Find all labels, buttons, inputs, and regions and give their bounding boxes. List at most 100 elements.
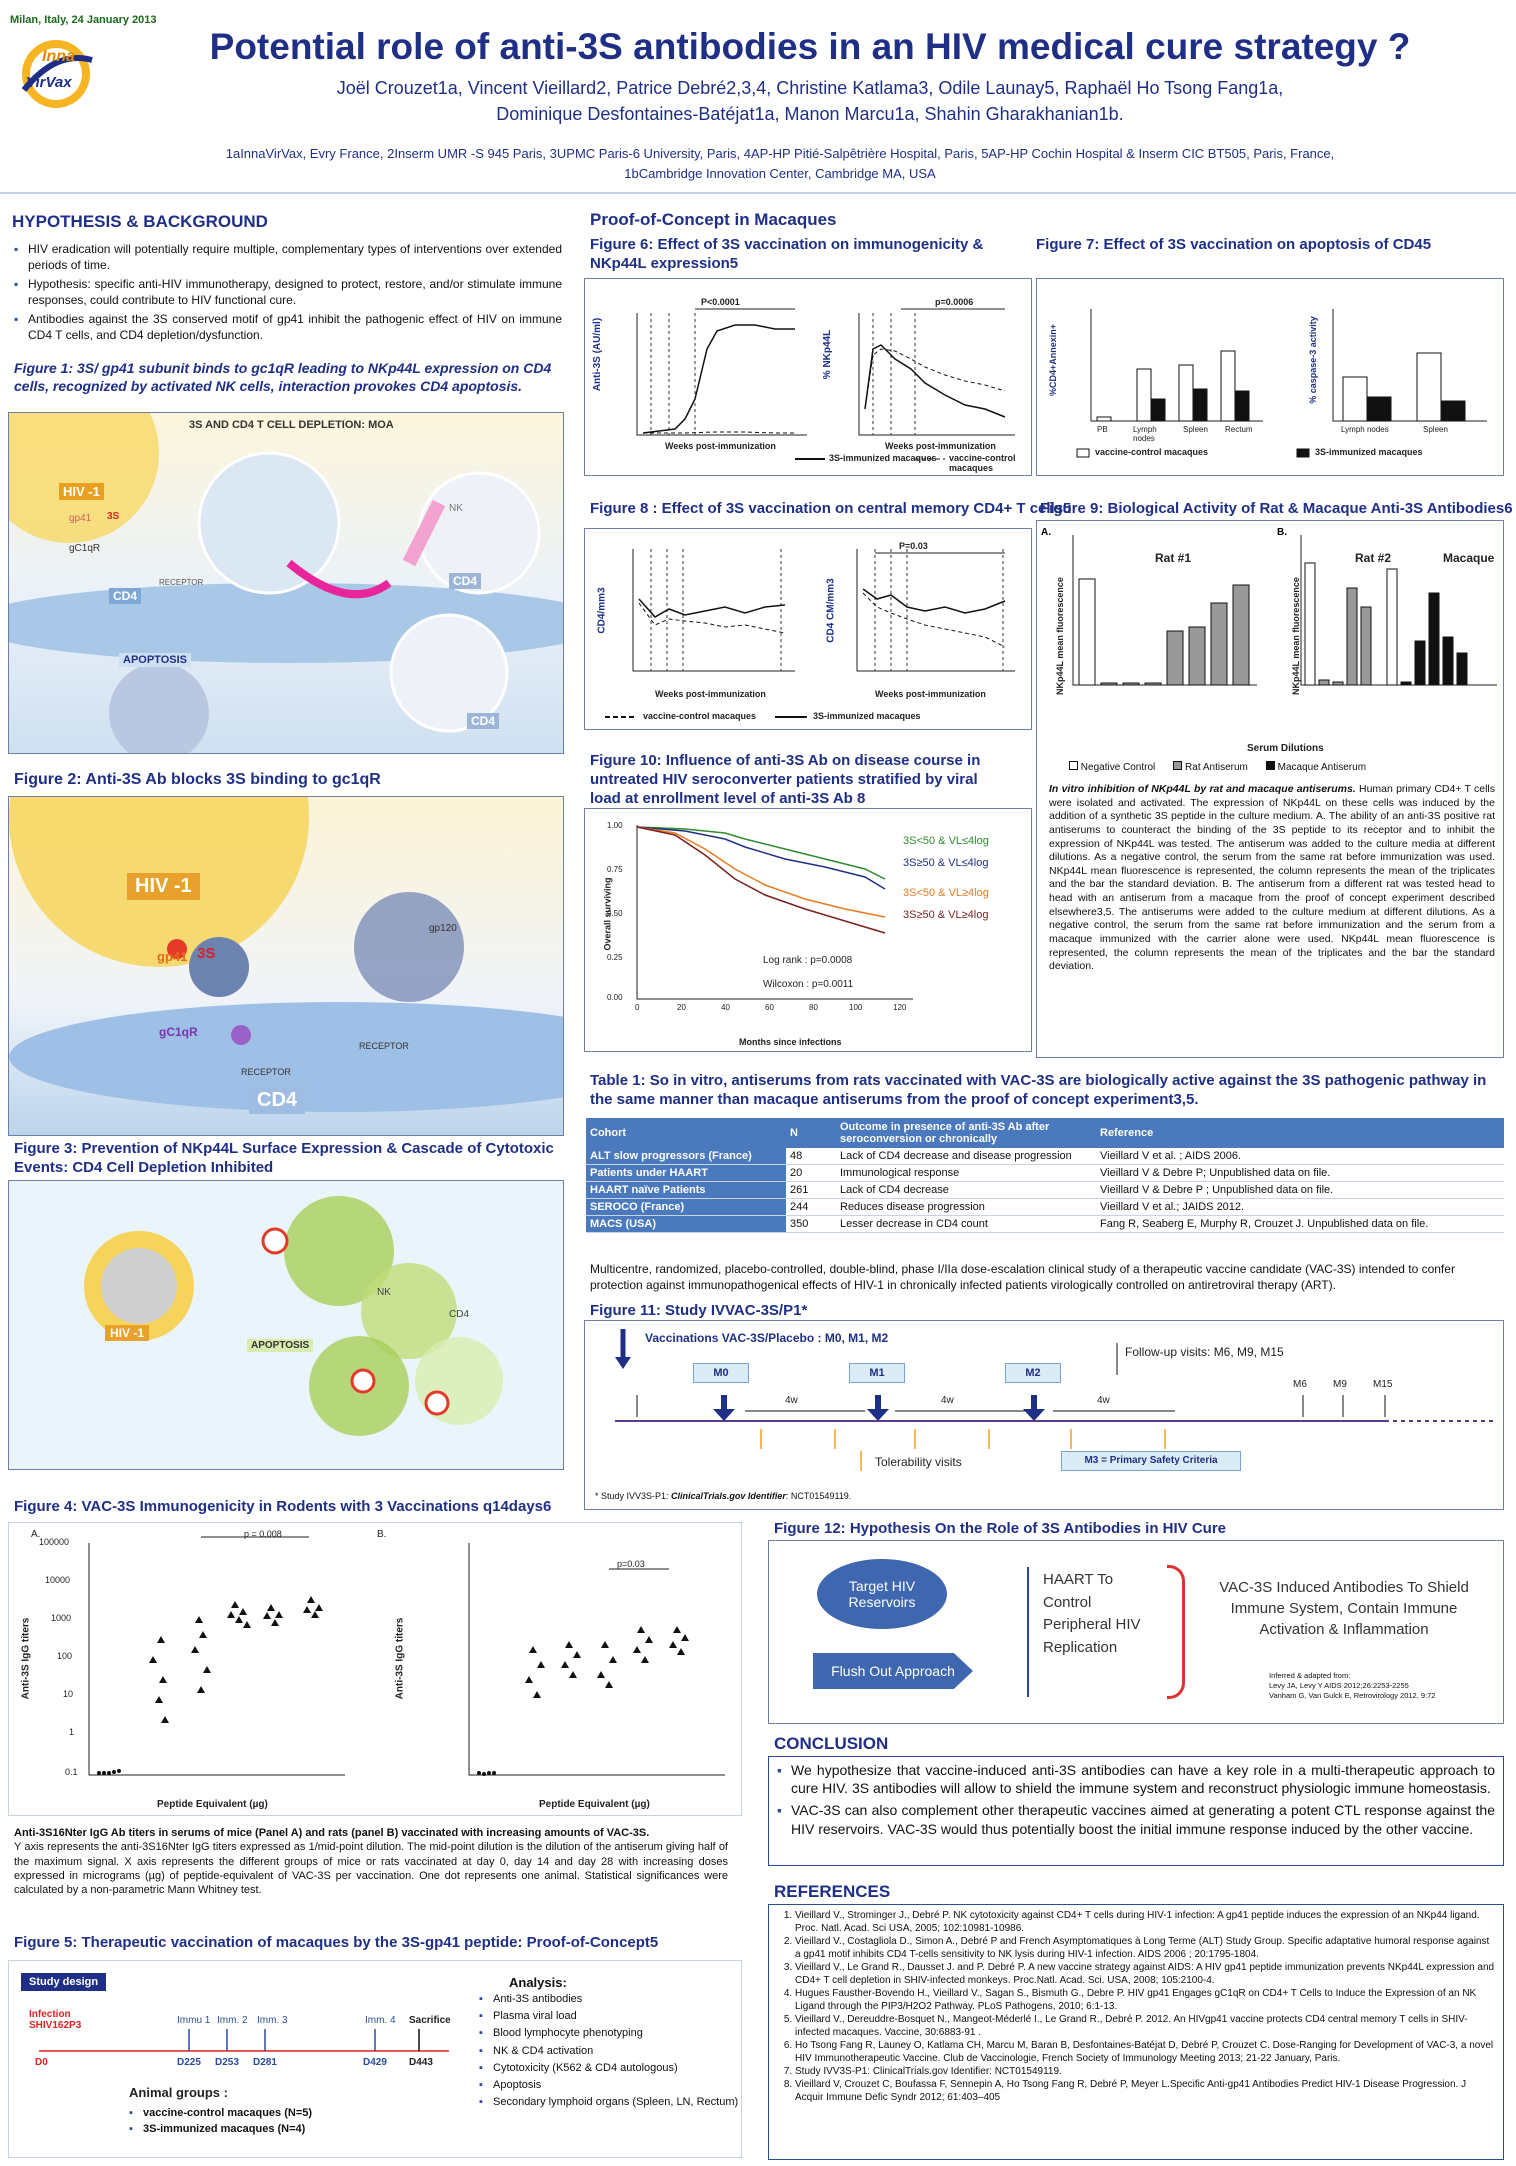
fig8-svg (605, 549, 1015, 718)
table-cell: Fang R, Seaberg E, Murphy R, Crouzet J. … (1096, 1215, 1504, 1233)
fig4-ytick: 1 (69, 1727, 75, 1737)
fig1-label-3s: 3S (107, 511, 120, 522)
fig11-note-b: ClinicalTrials.gov Identifier (671, 1491, 786, 1501)
fig2-label-gp41: gp41 (157, 949, 188, 964)
fig10-ytick: 0.50 (607, 909, 623, 918)
fig1-caption: Figure 1: 3S/ gp41 subunit binds to gc1q… (14, 360, 552, 394)
list-item: Vieillard V, Crouzet C, Boufassa F, Senn… (795, 2078, 1495, 2104)
fig4-legend-text: Y axis represents the anti-3S16Nter IgG … (14, 1841, 728, 1897)
fig4-ytick: 100000 (39, 1537, 70, 1547)
list-item: Vieillard V., Costagliola D., Simon A., … (795, 1935, 1495, 1961)
affiliations-line-1: 1aInnaVirVax, Evry France, 2Inserm UMR -… (225, 146, 1335, 161)
fig11-w: 4w (1097, 1395, 1110, 1406)
fig5-event: Sacrifice (409, 2015, 451, 2026)
fig11-note: * Study IVV3S-P1: ClinicalTrials.gov Ide… (595, 1491, 851, 1501)
fig7-cat: Rectum (1225, 425, 1253, 434)
fig11-m0: M0 (693, 1363, 749, 1383)
list-item: VAC-3S can also complement other therape… (777, 1801, 1495, 1837)
table-cell: Reduces disease progression (836, 1198, 1096, 1216)
fig11-w: 4w (941, 1395, 954, 1406)
header-divider (0, 192, 1516, 194)
table-cell: Patients under HAART (586, 1164, 786, 1182)
affiliations-line-2: 1bCambridge Innovation Center, Cambridge… (624, 166, 936, 181)
fig5-day: D225 (177, 2057, 201, 2068)
fig5-day: D253 (215, 2057, 239, 2068)
fig10-chart: Overall surviving Months since infection… (584, 808, 1032, 1052)
list-item: 3S-immunized macaques (N=4) (129, 2123, 312, 2135)
fig4-panel-b: B. (377, 1529, 387, 1540)
fig1-illustration (9, 413, 563, 753)
table1-caption: Table 1: So in vitro, antiserums from ra… (590, 1072, 1487, 1108)
list-item: We hypothesize that vaccine-induced anti… (777, 1761, 1495, 1797)
fig11-m3: M3 = Primary Safety Criteria (1061, 1451, 1241, 1471)
fig2-illustration (9, 797, 563, 1112)
fig10-series-1: 3S<50 & VL≤4log (903, 835, 989, 847)
hypothesis-heading: HYPOTHESIS & BACKGROUND (12, 212, 268, 231)
list-item: Hugues Fausther-Bovendo H., Vieillard V.… (795, 1987, 1495, 2013)
fig5-caption: Figure 5: Therapeutic vaccination of mac… (14, 1934, 659, 1951)
logo-text-bottom: VirVax (26, 74, 72, 91)
table-cell: Vieillard V et al.; JAIDS 2012. (1096, 1198, 1504, 1216)
fig7-ylabel-1: %CD4+Annexin+ (1048, 323, 1059, 397)
fig7-legend-1: vaccine-control macaques (1095, 447, 1209, 457)
legend-rat: Rat Antiserum (1173, 761, 1248, 773)
fig8-ylabel-1: CD4/mm3 (596, 587, 608, 634)
fig4-caption: Figure 4: VAC-3S Immunogenicity in Roden… (14, 1498, 552, 1515)
table-cell: Lack of CD4 decrease (836, 1181, 1096, 1199)
list-item: Antibodies against the 3S conserved moti… (14, 312, 562, 343)
table-cell: Vieillard V & Debre P ; Unpublished data… (1096, 1181, 1504, 1199)
fig3-illustration (84, 1196, 503, 1436)
fig1-label-hiv: HIV -1 (59, 483, 104, 500)
fig4-ytick: 10 (63, 1689, 74, 1699)
fig9-panel-label-b: B. (1277, 527, 1287, 538)
fig7-cat: Spleen (1183, 425, 1208, 434)
fig11-note-c: : NCT01549119. (785, 1491, 852, 1501)
fig9-macaque: Macaque (1443, 551, 1495, 565)
list-item: Hypothesis: specific anti-HIV immunother… (14, 277, 562, 308)
fig10-series-2: 3S≥50 & VL≤4log (903, 857, 989, 869)
references-heading: REFERENCES (774, 1882, 891, 1901)
fig1-inner-title: 3S AND CD4 T CELL DEPLETION: MOA (189, 419, 394, 431)
fig10-series-4: 3S≥50 & VL≥4log (903, 909, 989, 921)
poster-title: Potential role of anti-3S antibodies in … (209, 26, 1411, 67)
list-item: Plasma viral load (479, 2010, 738, 2023)
fig11-note-a: * Study IVV3S-P1: (595, 1491, 672, 1501)
fig2-label-cd4: CD4 (249, 1087, 306, 1114)
fig5-box: Study design Infection SHIV162P3 Immu 1 … (8, 1960, 742, 2158)
fig10-ytick: 1.00 (607, 821, 623, 830)
table-header: Cohort (586, 1118, 786, 1148)
fig12-caption: Figure 12: Hypothesis On the Role of 3S … (774, 1520, 1226, 1537)
fig11-svg (615, 1329, 1495, 1471)
fig3-label-cd4: CD4 (449, 1309, 470, 1320)
table-row: MACS (USA) 350 Lesser decrease in CD4 co… (586, 1215, 1504, 1233)
fig7-cat: Lymph nodes (1341, 425, 1389, 434)
fig4-legend-bold: Anti-3S16Nter IgG Ab titers in serums of… (14, 1827, 650, 1839)
fig11-vacc: Vaccinations VAC-3S/Placebo : M0, M1, M2 (645, 1331, 889, 1345)
fig5-day: D281 (253, 2057, 277, 2068)
fig5-day: D0 (35, 2057, 48, 2068)
fig1-label-nk: NK (449, 503, 463, 514)
fig4-svg (88, 1536, 725, 1776)
fig12-inferred: Inferred & adapted from: (1269, 1671, 1351, 1680)
fig11-mf: M9 (1333, 1379, 1347, 1390)
fig1-label-gp41: gp41 (69, 513, 92, 524)
fig7-cat: Lymph nodes (1133, 425, 1157, 443)
fig6-ylabel-1: Anti-3S (AU/ml) (592, 317, 604, 392)
legend-rat-label: Rat Antiserum (1185, 762, 1248, 773)
references-list: Vieillard V., Strominger J., Debré P. NK… (777, 1909, 1495, 2104)
fig2-label-gc1qr: gC1qR (159, 1025, 198, 1039)
fig2-image: HIV -1 gp41 3S gp120 gC1qR RECEPTOR RECE… (8, 796, 564, 1136)
fig10-xlabel: Months since infections (739, 1037, 842, 1047)
fig2-label-receptor: RECEPTOR (241, 1067, 291, 1077)
fig1-label-cd4: CD4 (109, 588, 142, 604)
table-cell: Immunological response (836, 1164, 1096, 1182)
references-box: Vieillard V., Strominger J., Debré P. NK… (768, 1904, 1504, 2160)
fig1-label-apoptosis: APOPTOSIS (119, 653, 191, 667)
fig10-xtick: 60 (765, 1003, 774, 1012)
fig2-label-gp120: gp120 (429, 923, 457, 934)
fig10-xtick: 80 (809, 1003, 818, 1012)
legend-macaque-label: Macaque Antiserum (1277, 762, 1367, 773)
table-cell: 350 (786, 1215, 836, 1233)
fig11-tol: Tolerability visits (875, 1455, 962, 1469)
table1-footnote: Multicentre, randomized, placebo-control… (590, 1262, 1455, 1292)
